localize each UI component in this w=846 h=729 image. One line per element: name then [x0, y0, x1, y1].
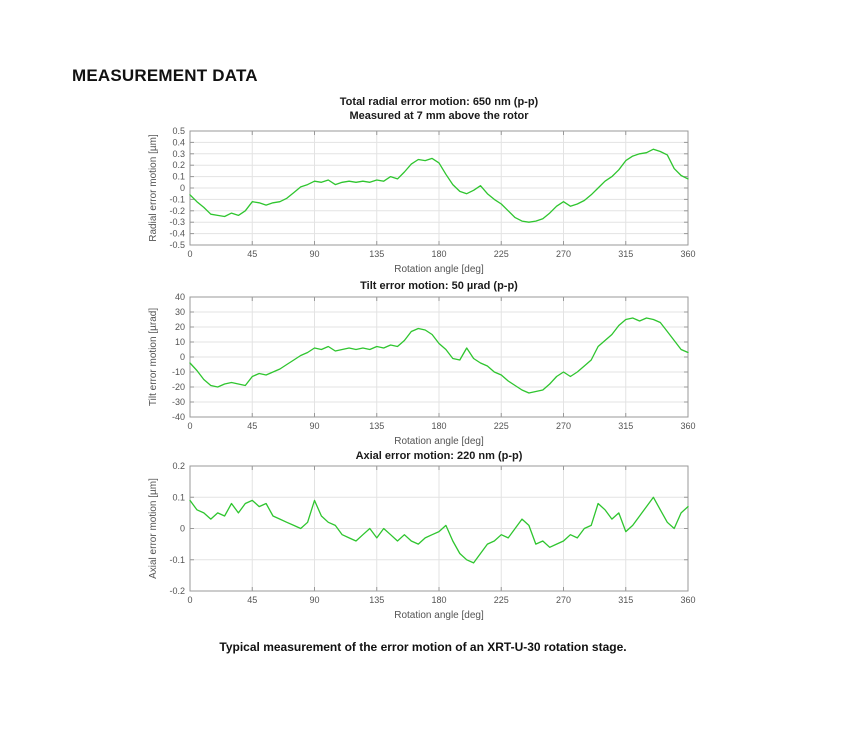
tick-labels: 0 45 90 135 180 225 270 315 3600.50.40.30.20.10-… [169, 126, 695, 259]
tick-labels: 0 45 90 135 180 225 270 315 360 0.2 0.1 0 -0.1 -0.2 [169, 461, 695, 605]
svg-text:315: 315 [618, 595, 633, 605]
svg-text:-30: -30 [172, 397, 185, 407]
x-axis-label: Rotation angle [deg] [394, 436, 484, 447]
chart-title: Total radial error motion: 650 nm (p-p) [340, 96, 539, 108]
svg-text:-0.1: -0.1 [169, 555, 185, 565]
svg-text:315: 315 [618, 421, 633, 431]
axes [189, 296, 689, 418]
svg-text:0: 0 [180, 352, 185, 362]
svg-text:0.1: 0.1 [172, 172, 185, 182]
svg-text:0: 0 [180, 183, 185, 193]
gridlines [190, 466, 688, 591]
svg-text:0.5: 0.5 [172, 126, 185, 136]
svg-text:90: 90 [309, 249, 319, 259]
svg-text:-20: -20 [172, 382, 185, 392]
svg-text:0: 0 [187, 421, 192, 431]
svg-text:30: 30 [175, 307, 185, 317]
svg-text:0: 0 [180, 524, 185, 534]
y-axis-label: Tilt error motion [µrad] [148, 308, 159, 406]
tick-labels: 0 45 90 135 180 225 270 315 360 40 30 20 10 0 -10 -20 -3… [172, 292, 696, 431]
svg-text:-0.1: -0.1 [169, 194, 185, 204]
svg-text:90: 90 [309, 595, 319, 605]
svg-text:45: 45 [247, 595, 257, 605]
svg-text:-0.2: -0.2 [169, 206, 185, 216]
svg-text:315: 315 [618, 249, 633, 259]
svg-text:0: 0 [187, 249, 192, 259]
svg-text:45: 45 [247, 249, 257, 259]
x-axis-label: Rotation angle [deg] [394, 610, 484, 621]
svg-text:180: 180 [431, 249, 446, 259]
radial-error-chart-canvas: 0 45 90 135 180 225 270 315 3600.50.40.30.20.10-… [148, 96, 696, 275]
svg-text:-40: -40 [172, 412, 185, 422]
y-axis-label: Radial error motion [µm] [148, 134, 159, 242]
svg-text:135: 135 [369, 421, 384, 431]
axes [189, 465, 689, 592]
svg-text:0.2: 0.2 [172, 461, 185, 471]
figure-caption: Typical measurement of the error motion … [219, 640, 627, 654]
y-axis-label: Axial error motion [µm] [148, 478, 159, 579]
svg-text:-0.4: -0.4 [169, 229, 185, 239]
x-axis-label: Rotation angle [deg] [394, 264, 484, 275]
svg-text:-10: -10 [172, 367, 185, 377]
svg-text:225: 225 [494, 421, 509, 431]
svg-text:225: 225 [494, 249, 509, 259]
svg-text:0.1: 0.1 [172, 492, 185, 502]
svg-text:360: 360 [680, 421, 695, 431]
svg-text:270: 270 [556, 249, 571, 259]
chart-title: Axial error motion: 220 nm (p-p) [356, 450, 523, 462]
svg-text:135: 135 [369, 249, 384, 259]
svg-text:0: 0 [187, 595, 192, 605]
svg-text:270: 270 [556, 595, 571, 605]
svg-text:45: 45 [247, 421, 257, 431]
svg-text:0.3: 0.3 [172, 149, 185, 159]
svg-text:-0.2: -0.2 [169, 586, 185, 596]
svg-text:270: 270 [556, 421, 571, 431]
svg-text:135: 135 [369, 595, 384, 605]
svg-text:360: 360 [680, 249, 695, 259]
svg-text:-0.3: -0.3 [169, 217, 185, 227]
svg-text:40: 40 [175, 292, 185, 302]
gridlines [190, 131, 688, 245]
axial-error-chart-canvas: 0 45 90 135 180 225 270 315 360 0.2 0.1 0 -0.1 -0.2 Ro… [148, 450, 696, 621]
page-title: MEASUREMENT DATA [72, 66, 258, 85]
error-motion-line [189, 496, 689, 564]
gridlines [190, 297, 688, 417]
svg-text:20: 20 [175, 322, 185, 332]
axes [189, 130, 689, 246]
svg-text:180: 180 [431, 595, 446, 605]
tilt-error-chart-canvas: 0 45 90 135 180 225 270 315 360 40 30 20 10 0 -10 -20 -3… [148, 280, 696, 447]
svg-text:-0.5: -0.5 [169, 240, 185, 250]
svg-text:360: 360 [680, 595, 695, 605]
svg-text:90: 90 [309, 421, 319, 431]
error-motion-line [189, 148, 689, 223]
chart-title: Tilt error motion: 50 µrad (p-p) [360, 280, 518, 292]
error-motion-line [189, 317, 689, 394]
svg-text:0.2: 0.2 [172, 160, 185, 170]
svg-text:225: 225 [494, 595, 509, 605]
svg-text:0.4: 0.4 [172, 137, 185, 147]
svg-text:10: 10 [175, 337, 185, 347]
chart-title: Measured at 7 mm above the rotor [349, 110, 529, 122]
svg-text:180: 180 [431, 421, 446, 431]
